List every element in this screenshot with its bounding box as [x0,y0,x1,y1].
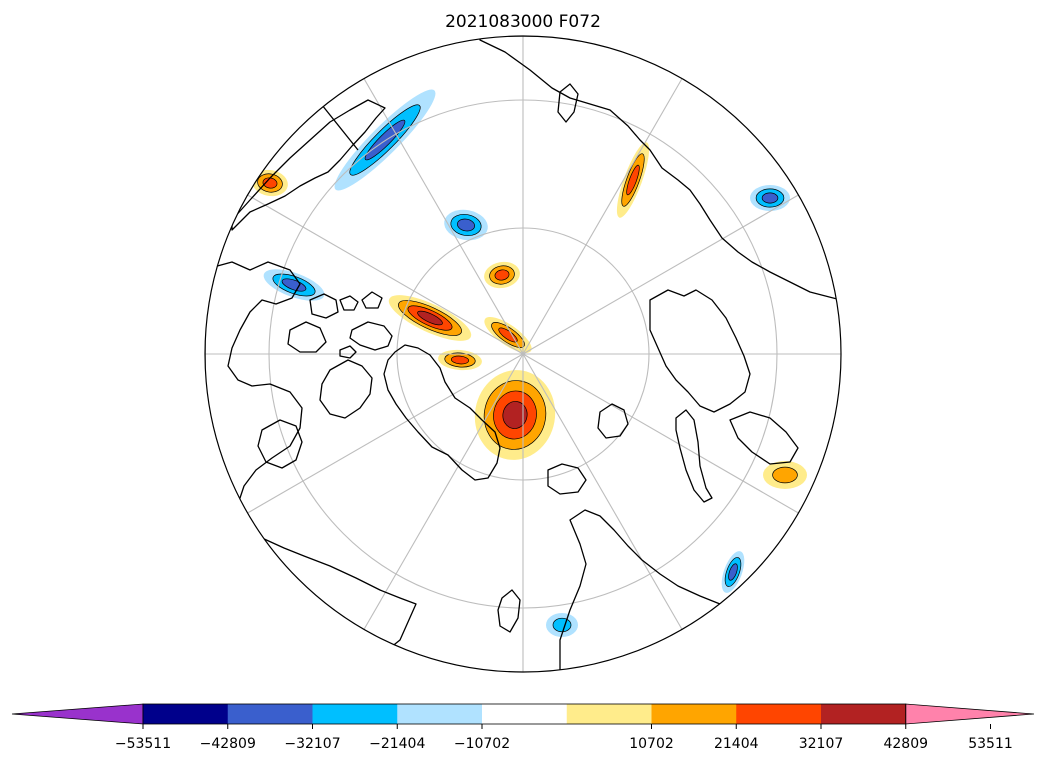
coastline-iceland [547,463,587,495]
meridian-line [363,78,524,355]
anomaly-siberia-positive-streak [616,142,650,218]
anomaly-level [494,269,510,281]
colorbar-cell [397,704,483,724]
meridian-line [522,353,799,514]
coastline-taymyr [649,289,751,413]
colorbar-tick-label: −53511 [115,736,171,752]
anomaly-europe-positive [763,461,807,489]
anomaly-level [502,401,528,429]
meridian-line [522,78,683,355]
coastlines [205,36,841,672]
colorbar-tick-label: 10702 [629,736,674,752]
anomaly-central-positive-large [474,370,556,460]
colorbar-tick-label: 53511 [968,736,1013,752]
colorbar-cells [11,703,1035,725]
coastline-north-america [205,261,417,672]
colorbar-tick-label: −21404 [369,736,425,752]
figure-title: 2021083000 F072 [445,12,601,32]
colorbar-cell [566,704,652,724]
coastline-kamchatka [557,83,579,123]
colorbar-cell [227,704,313,724]
meridian-line [522,353,683,630]
colorbar-tick-label: 21404 [714,736,759,752]
meridian-line [363,353,524,630]
coastline-archipelago-small [339,291,383,359]
colorbar-ticks: −53511 −42809 −32107 −21404 −10702 10702 21404… [115,724,1013,752]
anomaly-canada-arctic-positive [388,295,472,341]
colorbar-cell [736,704,822,724]
map-boundary [204,35,842,673]
coastline-hudson-bay [257,419,303,469]
colorbar: −53511 −42809 −32107 −21404 −10702 10702 21404… [11,703,1035,752]
colorbar-frame [142,703,907,725]
colorbar-cell [651,704,737,724]
anomaly-level [761,192,779,204]
colorbar-tick-label: 32107 [799,736,844,752]
meridian-line [247,194,524,355]
colorbar-cell [821,704,907,724]
anomaly-level [626,164,640,196]
meridian-line [522,194,799,355]
colorbar-extend-max [905,703,1035,725]
anomaly-level [772,466,798,484]
anomaly-russia-positive [484,261,520,289]
coastline-victoria [287,321,327,353]
coastline-ellesmere [349,321,393,351]
coastline-alaska [231,99,386,231]
anomaly-atlantic-negative [263,269,325,301]
anomaly-level [281,278,307,292]
polar-map [205,36,841,672]
colorbar-cell [143,704,229,724]
anomaly-alaska-negative-band [334,89,436,191]
coastline-greenland [383,344,501,481]
anomaly-level [450,355,470,365]
coastline-svalbard [597,403,629,439]
colorbar-tick-label: −10702 [454,736,510,752]
colorbar-tick-label: 42809 [883,736,928,752]
border-alaska-canada [317,99,359,151]
coastline-inland-sea [729,411,799,465]
anomaly-level [457,218,475,232]
anomaly-pacific-negative [444,209,488,241]
anomaly-level [552,617,572,633]
graticule [205,36,841,672]
coastline-baffin [319,359,373,419]
colorbar-tick-label: −32107 [284,736,340,752]
colorbar-cell [482,704,568,724]
anomaly-layer [252,89,807,637]
colorbar-cell [312,704,398,724]
anomaly-scandinavia-negative [721,551,745,593]
anomaly-level [364,119,406,161]
coastline-banks [309,293,339,319]
colorbar-tick-label: −42809 [200,736,256,752]
coastline-british-isles [497,589,521,633]
anomaly-gulf-alaska-positive [252,169,288,197]
colorbar-extend-min [11,703,144,725]
anomaly-level [728,563,738,581]
meridian-line [247,353,524,514]
coastline-siberia [479,36,841,301]
anomaly-level [417,310,443,326]
coastline-novaya-zemlya [675,409,713,503]
anomaly-hudson-positive [438,349,482,371]
anomaly-aleutian-negative [750,185,790,211]
